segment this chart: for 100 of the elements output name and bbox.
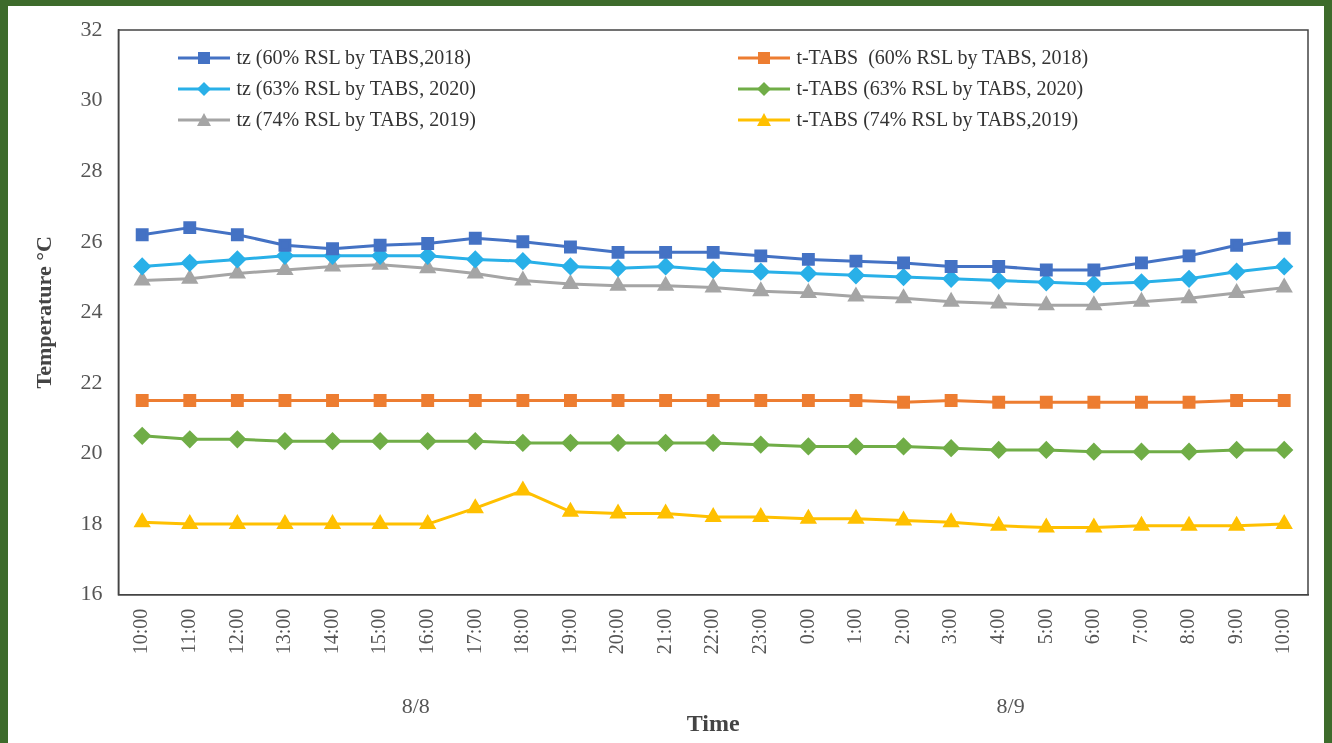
- point: [468, 231, 482, 245]
- point: [229, 515, 245, 530]
- point: [801, 394, 815, 407]
- point: [609, 259, 627, 277]
- x-tick-label: 0:00: [795, 608, 818, 645]
- point: [942, 439, 960, 457]
- point: [135, 228, 149, 242]
- y-tick-label: 16: [80, 580, 103, 606]
- point: [849, 254, 863, 268]
- point: [134, 272, 150, 286]
- point: [706, 394, 720, 407]
- point: [704, 434, 722, 452]
- x-tick-label: 5:00: [1033, 608, 1056, 645]
- point: [944, 394, 958, 407]
- point: [420, 515, 436, 530]
- x-tick-label: 10:00: [129, 608, 152, 655]
- point: [990, 272, 1008, 290]
- point: [561, 434, 579, 452]
- point: [467, 265, 483, 279]
- y-tick-label: 22: [80, 368, 103, 394]
- point: [847, 437, 865, 455]
- point: [228, 430, 246, 448]
- x-tick-label: 8:00: [1176, 608, 1199, 645]
- point: [1038, 519, 1054, 533]
- point: [181, 254, 199, 272]
- x-tick-label: 7:00: [1128, 608, 1151, 645]
- legend-label: t-TABS (74% RSL by TABS,2019): [796, 108, 1079, 131]
- x-tick-label: 14:00: [319, 608, 342, 655]
- point: [468, 394, 482, 407]
- point: [943, 293, 959, 307]
- point: [611, 394, 625, 407]
- x-tick-label: 1:00: [843, 608, 866, 645]
- point: [1133, 517, 1150, 531]
- point: [1228, 263, 1246, 281]
- point: [1180, 270, 1198, 288]
- point: [657, 434, 675, 452]
- point: [658, 504, 674, 519]
- x-tick-label: 12:00: [224, 608, 247, 655]
- point: [182, 270, 198, 284]
- point: [1277, 394, 1291, 407]
- point: [895, 289, 912, 304]
- point: [897, 395, 910, 409]
- point: [799, 437, 817, 455]
- legend-label: t-TABS (63% RSL by TABS, 2020): [796, 77, 1084, 100]
- point: [800, 284, 816, 298]
- x-tick-label: 21:00: [652, 608, 675, 655]
- point: [1087, 395, 1101, 409]
- point: [1039, 395, 1053, 409]
- point: [278, 238, 292, 252]
- point: [706, 245, 720, 259]
- point: [133, 257, 151, 275]
- point: [183, 221, 197, 235]
- point: [1229, 517, 1245, 531]
- point: [1229, 284, 1245, 298]
- point: [324, 515, 341, 530]
- x-tick-label: 16:00: [414, 608, 437, 655]
- point: [564, 240, 577, 254]
- point: [1087, 263, 1101, 277]
- point: [895, 268, 913, 286]
- point: [181, 430, 199, 448]
- point: [1181, 517, 1197, 531]
- point: [895, 512, 912, 526]
- text: 8/8: [401, 692, 430, 718]
- point: [1037, 441, 1055, 459]
- point: [848, 287, 864, 302]
- x-tick-label: 10:00: [1271, 608, 1294, 655]
- point: [611, 245, 625, 259]
- point: [992, 260, 1006, 273]
- x-tick-label: 3:00: [938, 608, 961, 645]
- point: [991, 295, 1007, 309]
- point: [228, 250, 246, 268]
- x-tick-label: 2:00: [890, 608, 913, 645]
- x-tick-label: 18:00: [510, 608, 533, 655]
- point: [657, 257, 675, 275]
- point: [515, 482, 531, 496]
- point: [1182, 249, 1196, 263]
- point: [561, 257, 579, 275]
- point: [514, 434, 532, 452]
- point: [754, 249, 768, 263]
- point: [230, 228, 244, 242]
- point: [326, 394, 339, 407]
- point: [276, 432, 294, 450]
- point: [609, 434, 627, 452]
- y-tick-label: 24: [80, 298, 103, 324]
- point: [992, 395, 1006, 409]
- x-tick-label: 11:00: [177, 608, 200, 654]
- point: [1230, 394, 1244, 407]
- point: [324, 432, 342, 450]
- point: [705, 508, 721, 523]
- legend-label: t-TABS (60% RSL by TABS, 2018): [796, 46, 1089, 69]
- point: [752, 263, 770, 281]
- x-tick-label: 9:00: [1223, 608, 1246, 645]
- point: [371, 432, 389, 450]
- point: [753, 282, 769, 297]
- point: [1275, 441, 1293, 459]
- point: [421, 237, 435, 250]
- point: [1276, 515, 1292, 530]
- point: [564, 394, 577, 407]
- point: [419, 432, 437, 450]
- point: [277, 261, 293, 275]
